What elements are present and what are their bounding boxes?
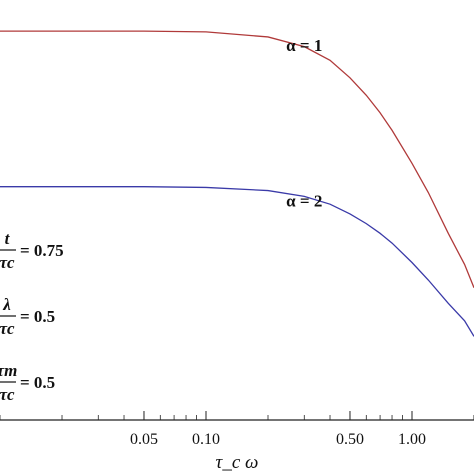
param-value: = 0.5 <box>20 373 55 392</box>
x-tick-label: 0.10 <box>192 431 220 448</box>
curve-label: α = 1 <box>286 36 322 55</box>
param-denominator: τc <box>0 319 15 338</box>
param-denominator: τc <box>0 385 15 404</box>
param-value: = 0.5 <box>20 307 55 326</box>
curve-labels: α = 1 α = 2 <box>286 36 322 211</box>
x-tick-label: 1.00 <box>398 431 426 448</box>
series-line-1 <box>0 30 474 289</box>
param-numerator: λ <box>2 295 11 314</box>
param-value: = 0.75 <box>20 241 64 260</box>
curves <box>0 30 474 337</box>
x-axis-title: τ_c ω <box>216 452 259 473</box>
param-denominator: τc <box>0 253 15 272</box>
axis: 0.05 0.10 0.50 1.00 <box>0 411 474 448</box>
curve-label: α = 2 <box>286 192 322 211</box>
x-tick-label: 0.50 <box>336 431 364 448</box>
x-tick-label: 0.05 <box>130 431 158 448</box>
series-line-2 <box>0 186 474 337</box>
param-numerator: t <box>5 229 11 248</box>
param-numerator: τm <box>0 361 17 380</box>
